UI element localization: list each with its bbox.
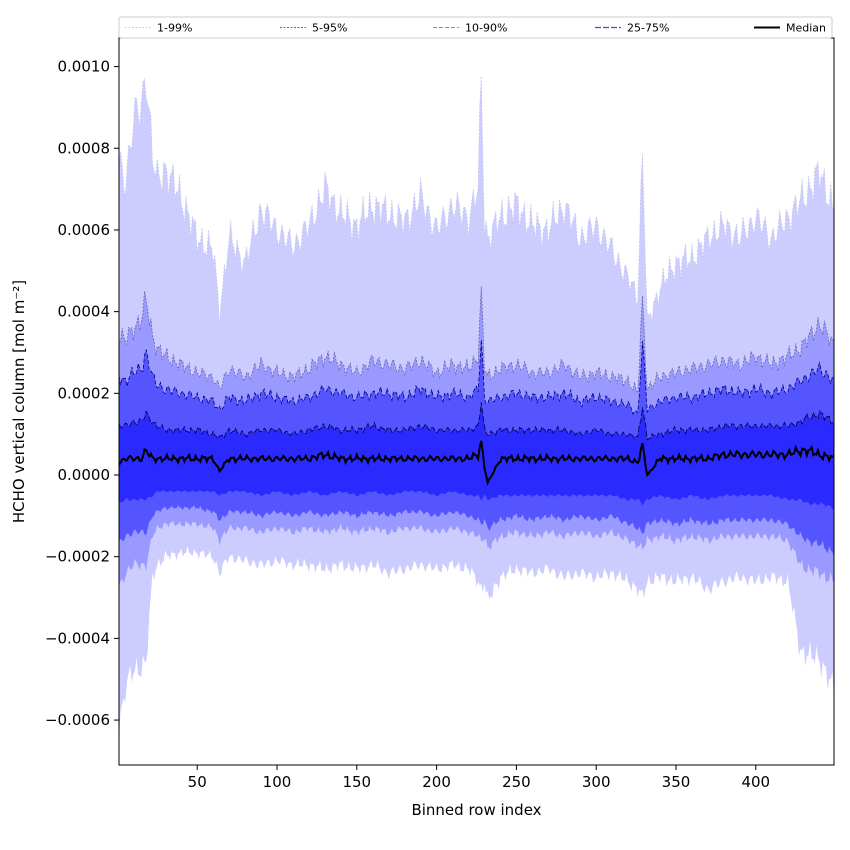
- y-tick-label: 0.0010: [58, 58, 111, 76]
- x-tick-label: 350: [662, 773, 691, 791]
- percentile-lines: [119, 76, 834, 441]
- y-tick-label: −0.0002: [45, 548, 110, 566]
- x-axis-ticks: 50 100 150 200 250 300 350 400: [188, 765, 770, 791]
- y-tick-label: −0.0006: [45, 711, 110, 729]
- y-axis-label: HCHO vertical column [mol m⁻²]: [10, 280, 28, 523]
- x-tick-label: 250: [502, 773, 531, 791]
- y-tick-label: 0.0000: [58, 466, 111, 484]
- legend-label: 1-99%: [157, 22, 192, 35]
- legend-label: Median: [786, 22, 826, 35]
- median-line: [119, 440, 834, 486]
- legend-box: [118, 16, 833, 39]
- x-tick-label: 200: [422, 773, 451, 791]
- y-tick-label: 0.0002: [58, 384, 111, 402]
- x-tick-label: 50: [188, 773, 207, 791]
- y-tick-label: 0.0004: [58, 303, 111, 321]
- y-tick-label: 0.0008: [58, 139, 111, 157]
- y-tick-label: 0.0006: [58, 221, 111, 239]
- y-tick-label: −0.0004: [45, 629, 110, 647]
- legend-label: 5-95%: [312, 22, 347, 35]
- band-upper-line-10-90%: [119, 339, 834, 415]
- y-axis-ticks: −0.0006 −0.0004 −0.0002 0.0000 0.0002 0.0004 0…: [45, 58, 119, 729]
- band-upper-line-25-75%: [119, 402, 834, 441]
- x-tick-label: 100: [263, 773, 292, 791]
- legend-label: 25-75%: [627, 22, 669, 35]
- x-tick-label: 400: [741, 773, 770, 791]
- x-axis-label: Binned row index: [411, 801, 541, 819]
- x-tick-label: 300: [582, 773, 611, 791]
- band-upper-line-5-95%: [119, 286, 834, 395]
- x-tick-label: 150: [342, 773, 371, 791]
- legend: 1-99% 5-95% 10-90% 25-75% Median: [118, 16, 833, 39]
- percentile-bands: [119, 76, 834, 744]
- median-line-group: [119, 440, 834, 486]
- legend-label: 10-90%: [465, 22, 507, 35]
